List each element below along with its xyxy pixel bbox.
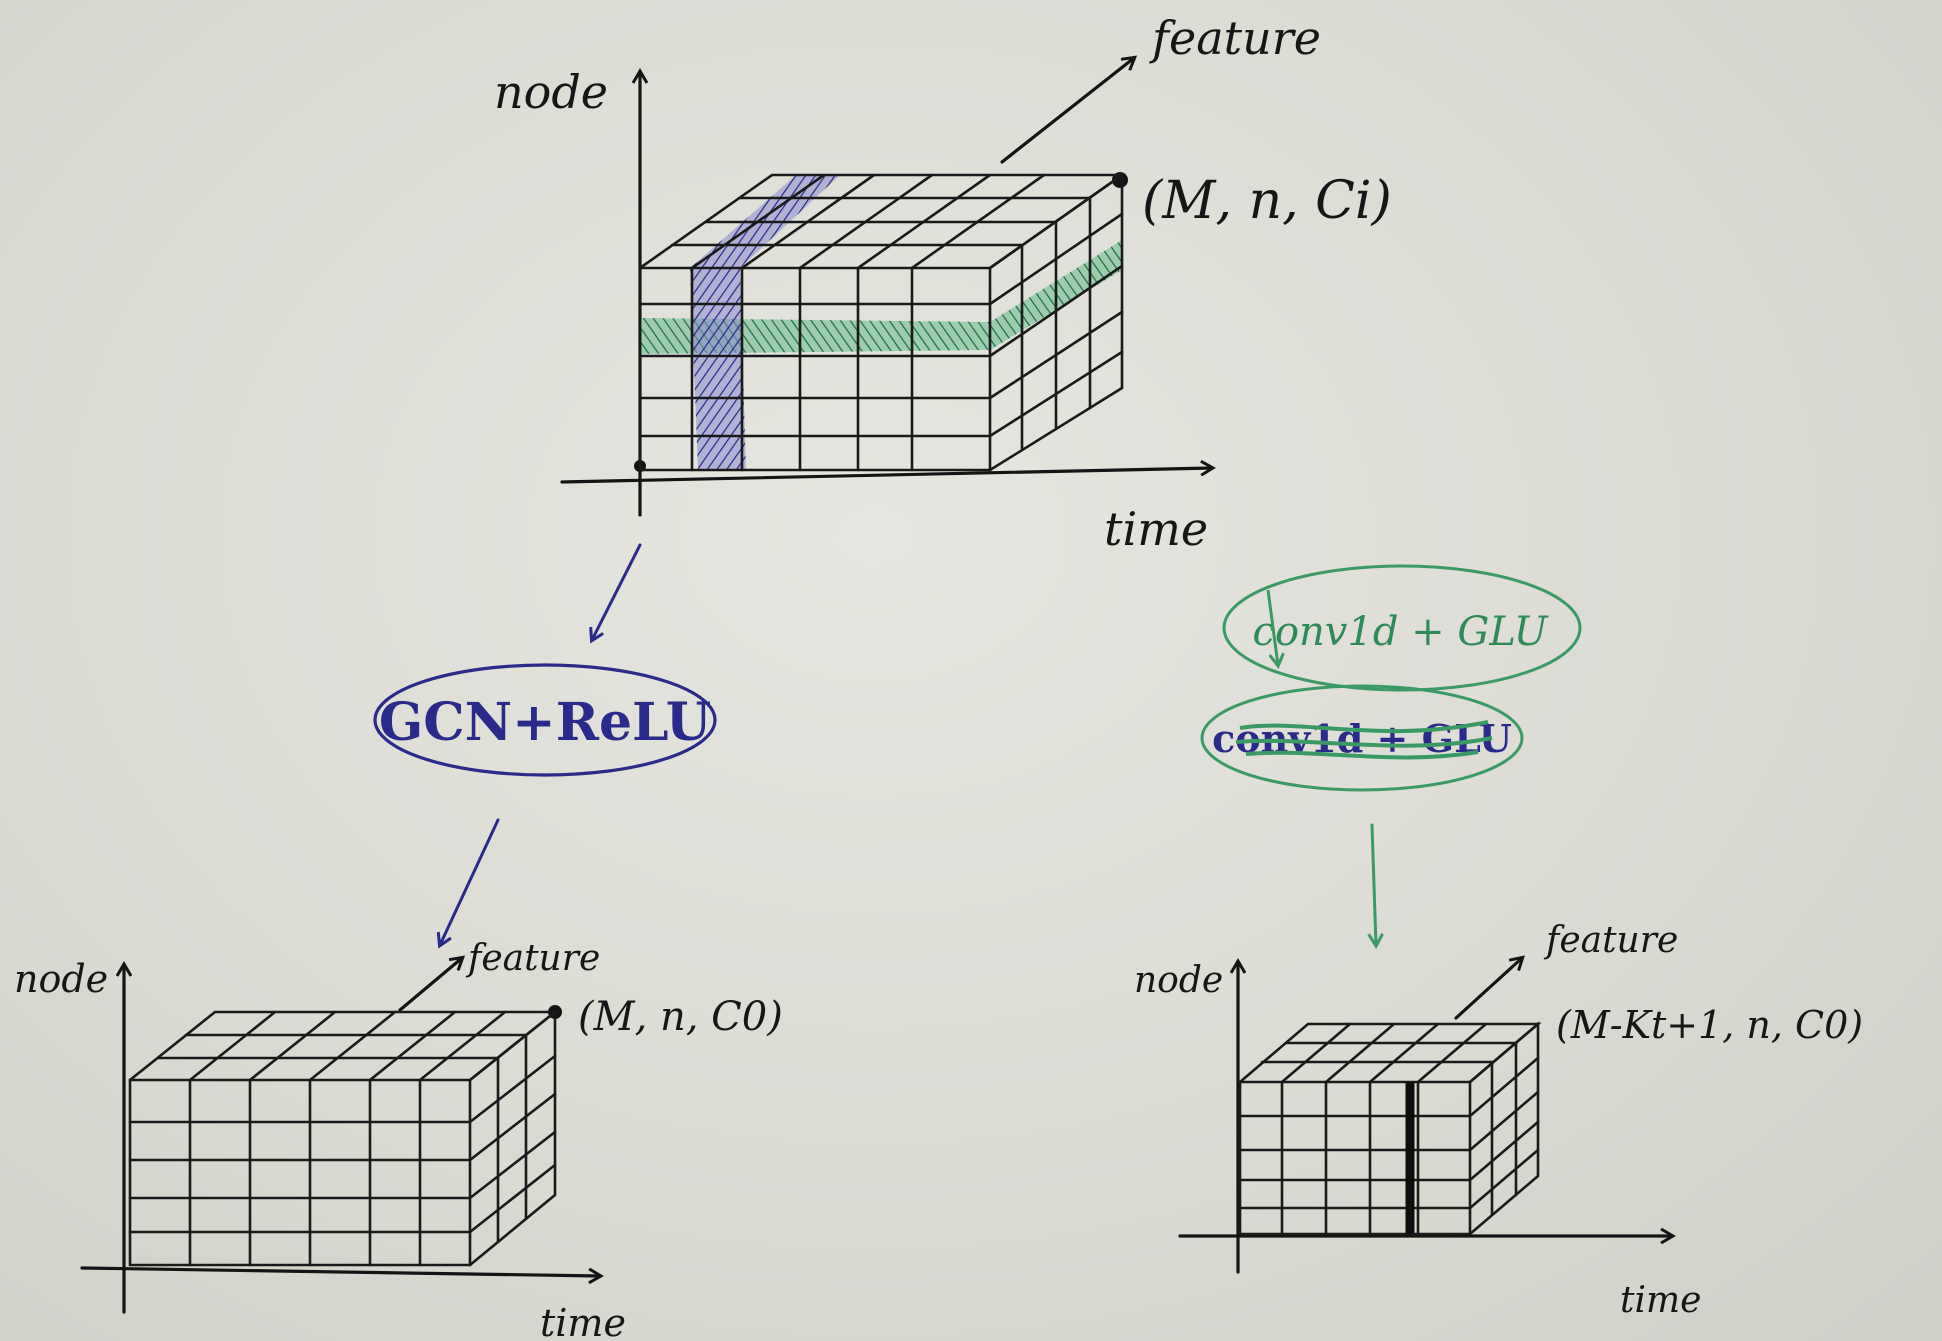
bottom-right-block: node time feature (M-Kt+1, n, C0) — [1134, 920, 1863, 1321]
conv-glu-label: conv1d + GLU — [1253, 609, 1549, 655]
bl-side-face — [468, 1009, 557, 1267]
struck-bubble — [1200, 684, 1524, 792]
top-top-face — [638, 173, 1127, 270]
arrow-into-conv — [1266, 589, 1278, 665]
arrow-to-gcn — [592, 543, 642, 640]
top-feature-label: feature — [1149, 11, 1321, 65]
top-shape-label: (M, n, Ci) — [1142, 171, 1392, 231]
temporal-branch: conv1d + GLU conv1d + GLU — [1200, 564, 1582, 945]
bl-time-axis — [80, 1266, 600, 1276]
top-block: node time feature (M, n, Ci) — [494, 11, 1392, 556]
spatial-slice-front-highlight — [690, 268, 746, 470]
bl-shape-label: (M, n, C0) — [578, 994, 783, 1040]
br-top-face — [1238, 1022, 1542, 1084]
br-feature-axis — [1454, 958, 1522, 1020]
conv-glu-bubble — [1222, 564, 1582, 692]
bl-time-label: time — [540, 1301, 626, 1341]
arrow-from-gcn — [440, 818, 500, 945]
bl-node-label: node — [14, 957, 108, 1001]
br-shape-label: (M-Kt+1, n, C0) — [1556, 1003, 1863, 1047]
bottom-left-block: node time feature (M, n, C0) — [14, 938, 783, 1341]
br-time-label: time — [1620, 1280, 1701, 1321]
gcn-relu-bubble — [373, 663, 717, 777]
br-feature-label: feature — [1543, 920, 1678, 961]
bl-feature-label: feature — [465, 938, 600, 979]
arrow-from-conv — [1372, 823, 1376, 945]
bl-feature-axis — [398, 958, 462, 1012]
top-node-label: node — [494, 65, 608, 119]
temporal-slice-highlight — [640, 240, 1122, 354]
top-feature-axis — [1000, 58, 1134, 164]
top-front-face — [638, 266, 992, 472]
br-front-face — [1238, 1080, 1472, 1236]
br-side-face — [1468, 1021, 1540, 1236]
strikethrough-scribble — [1235, 720, 1493, 760]
spatial-branch: GCN+ReLU — [373, 543, 717, 945]
bl-front-face — [128, 1078, 472, 1267]
top-time-label: time — [1104, 502, 1208, 556]
br-node-label: node — [1134, 960, 1223, 1001]
gcn-relu-label: GCN+ReLU — [379, 692, 711, 753]
top-time-axis — [560, 468, 1212, 484]
top-side-face — [988, 172, 1124, 472]
bl-top-face — [128, 1010, 559, 1082]
